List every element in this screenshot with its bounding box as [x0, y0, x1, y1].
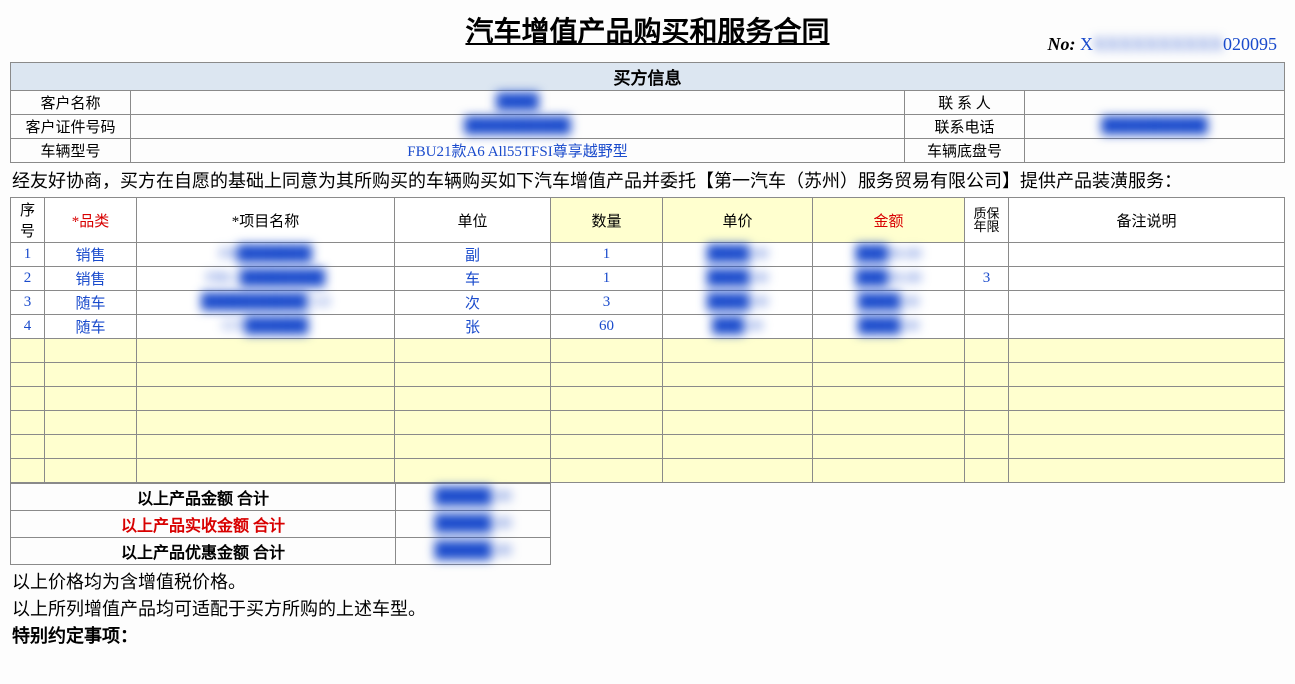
cell-name: ██████████ 3.0 — [137, 291, 395, 315]
table-row-empty — [11, 435, 1285, 459]
intro-paragraph: 经友好协商，买方在自愿的基础上同意为其所购买的车辆购买如下汽车增值产品并委托【第… — [10, 163, 1285, 197]
hdr-price: 单价 — [663, 198, 813, 243]
buyer-info-table: 买方信息 客户名称 ████ 联 系 人 客户证件号码 ██████████ 联… — [10, 62, 1285, 163]
cell-cat: 销售 — [45, 243, 137, 267]
cell-qty: 3 — [551, 291, 663, 315]
cell-cat: 销售 — [45, 267, 137, 291]
val-contact — [1025, 91, 1285, 115]
table-row: 3随车██████████ 3.0次3████.00████.00 — [11, 291, 1285, 315]
cell-amount: ███00.00 — [813, 267, 965, 291]
items-table: 序号 *品类 *项目名称 单位 数量 单价 金额 质保年限 备注说明 1销售FB… — [10, 197, 1285, 483]
cell-remark — [1009, 291, 1285, 315]
cell-seq: 1 — [11, 243, 45, 267]
footer-line-3: 特别约定事项： — [12, 623, 1283, 650]
cell-amount: ███00.00 — [813, 243, 965, 267]
cell-remark — [1009, 315, 1285, 339]
label-phone: 联系电话 — [905, 115, 1025, 139]
cell-cat: 随车 — [45, 315, 137, 339]
summary-table: 以上产品金额 合计 █████.00 以上产品实收金额 合计 █████.00 … — [10, 483, 551, 565]
table-row: 4随车GV██████张60███.00████.00 — [11, 315, 1285, 339]
cell-price: ████.00 — [663, 243, 813, 267]
cell-unit: 次 — [395, 291, 551, 315]
sum2-val: █████.00 — [396, 511, 551, 538]
table-row: 2销售FBU-████████车1████.00███00.003 — [11, 267, 1285, 291]
hdr-remark: 备注说明 — [1009, 198, 1285, 243]
hdr-cat: *品类 — [45, 198, 137, 243]
buyer-header: 买方信息 — [11, 63, 1285, 91]
val-vehicle-model: FBU21款A6 All55TFSI尊享越野型 — [131, 139, 905, 163]
cell-qty: 1 — [551, 243, 663, 267]
cell-price: ████.00 — [663, 291, 813, 315]
hdr-seq: 序号 — [11, 198, 45, 243]
cell-unit: 张 — [395, 315, 551, 339]
sum1-val: █████.00 — [396, 484, 551, 511]
val-phone: ██████████ — [1025, 115, 1285, 139]
val-vin — [1025, 139, 1285, 163]
label-customer-name: 客户名称 — [11, 91, 131, 115]
label-vin: 车辆底盘号 — [905, 139, 1025, 163]
cell-qty: 60 — [551, 315, 663, 339]
cell-name: FBU-████████ — [137, 267, 395, 291]
cell-remark — [1009, 267, 1285, 291]
footer-line-2: 以上所列增值产品均可适配于买方所购的上述车型。 — [12, 596, 1283, 623]
val-customer-name: ████ — [131, 91, 905, 115]
items-header-row: 序号 *品类 *项目名称 单位 数量 单价 金额 质保年限 备注说明 — [11, 198, 1285, 243]
table-row-empty — [11, 363, 1285, 387]
cell-unit: 车 — [395, 267, 551, 291]
table-row-empty — [11, 339, 1285, 363]
cell-seq: 2 — [11, 267, 45, 291]
cell-amount: ████.00 — [813, 315, 965, 339]
cell-warranty — [965, 243, 1009, 267]
cell-name: FB███████ — [137, 243, 395, 267]
sum2-label: 以上产品实收金额 合计 — [11, 511, 396, 538]
cell-price: ███.00 — [663, 315, 813, 339]
footer-line-1: 以上价格均为含增值税价格。 — [12, 569, 1283, 596]
cell-seq: 4 — [11, 315, 45, 339]
cell-warranty — [965, 315, 1009, 339]
hdr-unit: 单位 — [395, 198, 551, 243]
sum3-label: 以上产品优惠金额 合计 — [11, 538, 396, 565]
cell-unit: 副 — [395, 243, 551, 267]
cell-name: GV██████ — [137, 315, 395, 339]
cell-seq: 3 — [11, 291, 45, 315]
cell-amount: ████.00 — [813, 291, 965, 315]
hdr-name: *项目名称 — [137, 198, 395, 243]
table-row-empty — [11, 387, 1285, 411]
hdr-qty: 数量 — [551, 198, 663, 243]
cell-remark — [1009, 243, 1285, 267]
cell-cat: 随车 — [45, 291, 137, 315]
no-label: No: — [1048, 34, 1076, 54]
table-row-empty — [11, 459, 1285, 483]
no-value: XXXXXXXXXXX020095 — [1080, 34, 1277, 54]
cell-price: ████.00 — [663, 267, 813, 291]
footer-notes: 以上价格均为含增值税价格。 以上所列增值产品均可适配于买方所购的上述车型。 特别… — [10, 565, 1285, 654]
table-row: 1销售FB███████副1████.00███00.00 — [11, 243, 1285, 267]
cell-qty: 1 — [551, 267, 663, 291]
header-region: 汽车增值产品购买和服务合同 No: XXXXXXXXXXX020095 — [10, 6, 1285, 58]
label-id-no: 客户证件号码 — [11, 115, 131, 139]
sum1-label: 以上产品金额 合计 — [11, 484, 396, 511]
label-vehicle-model: 车辆型号 — [11, 139, 131, 163]
hdr-amount: 金额 — [813, 198, 965, 243]
document-number: No: XXXXXXXXXXX020095 — [1048, 34, 1278, 55]
sum3-val: █████.00 — [396, 538, 551, 565]
cell-warranty: 3 — [965, 267, 1009, 291]
label-contact: 联 系 人 — [905, 91, 1025, 115]
table-row-empty — [11, 411, 1285, 435]
val-id-no: ██████████ — [131, 115, 905, 139]
cell-warranty — [965, 291, 1009, 315]
hdr-warranty: 质保年限 — [965, 198, 1009, 243]
